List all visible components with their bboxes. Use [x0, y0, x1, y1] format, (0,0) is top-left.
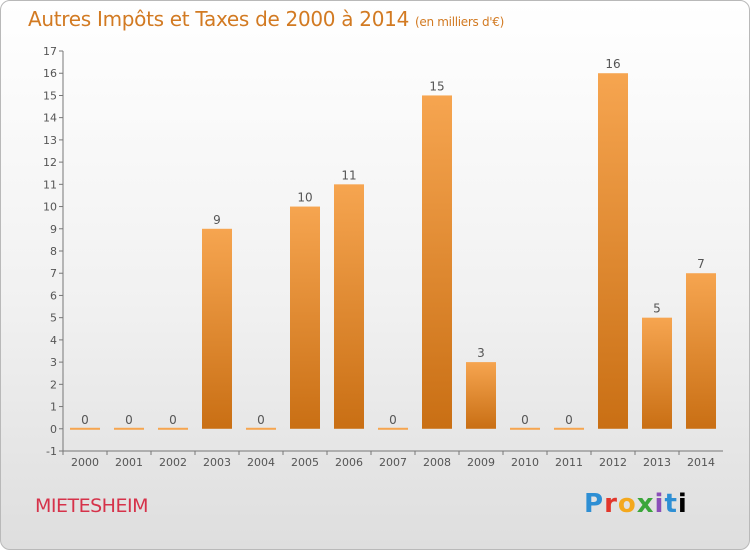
bar-2006 [334, 184, 364, 429]
bar-2009 [466, 362, 496, 429]
data-label: 10 [297, 191, 312, 205]
bar-2005 [290, 206, 320, 429]
y-tick-label: 8 [50, 245, 57, 258]
bar-2012 [598, 73, 628, 429]
x-tick-label: 2010 [511, 456, 539, 469]
x-tick-label: 2013 [643, 456, 671, 469]
data-label: 0 [389, 413, 397, 427]
y-tick-label: 5 [50, 312, 57, 325]
bar-2013 [642, 317, 672, 429]
data-label: 9 [213, 213, 221, 227]
data-label: 0 [565, 413, 573, 427]
proxiti-logo: Proxiti [584, 489, 688, 519]
y-tick-label: 1 [50, 401, 57, 414]
y-tick-label: 11 [43, 178, 57, 191]
x-tick-label: 2005 [291, 456, 319, 469]
data-label: 16 [605, 57, 620, 71]
data-label: 0 [521, 413, 529, 427]
chart-title: Autres Impôts et Taxes de 2000 à 2014 (en… [28, 7, 504, 31]
bar-2014 [686, 273, 716, 429]
logo-letter: i [677, 489, 688, 519]
commune-name: MIETESHEIM [35, 495, 148, 517]
logo-letter: x [636, 489, 655, 519]
data-label: 0 [169, 413, 177, 427]
y-tick-label: 14 [43, 112, 57, 125]
bar-2011 [554, 427, 584, 430]
y-tick-label: 6 [50, 289, 57, 302]
x-tick-label: 2014 [687, 456, 715, 469]
data-label: 3 [477, 346, 485, 360]
x-tick-label: 2009 [467, 456, 495, 469]
y-tick-label: 0 [50, 423, 57, 436]
logo-letter: P [584, 489, 605, 519]
y-tick-label: 3 [50, 356, 57, 369]
y-tick-label: 12 [43, 156, 57, 169]
bar-2010 [510, 427, 540, 430]
chart-title-text: Autres Impôts et Taxes de 2000 à 2014 [28, 7, 409, 31]
data-label: 15 [429, 79, 444, 93]
bar-2002 [158, 427, 188, 430]
data-label: 0 [81, 413, 89, 427]
x-tick-label: 2007 [379, 456, 407, 469]
x-tick-label: 2008 [423, 456, 451, 469]
y-tick-label: 13 [43, 134, 57, 147]
x-tick-label: 2004 [247, 456, 275, 469]
x-tick-label: 2002 [159, 456, 187, 469]
bar-2001 [114, 427, 144, 430]
logo-letter: o [617, 489, 637, 519]
data-label: 11 [341, 168, 356, 182]
data-label: 5 [653, 302, 661, 316]
x-tick-label: 2000 [71, 456, 99, 469]
bar-2004 [246, 427, 276, 430]
chart-unit: (en milliers d'€) [415, 15, 505, 29]
y-tick-label: 15 [43, 89, 57, 102]
data-label: 0 [125, 413, 133, 427]
y-tick-label: 16 [43, 67, 57, 80]
logo-letter: t [664, 489, 678, 519]
y-tick-label: 4 [50, 334, 57, 347]
x-tick-label: 2006 [335, 456, 363, 469]
bar-2008 [422, 95, 452, 429]
x-tick-label: 2011 [555, 456, 583, 469]
y-tick-label: 9 [50, 223, 57, 236]
y-tick-label: -1 [46, 445, 57, 458]
logo-letter: r [604, 489, 618, 519]
data-label: 7 [697, 257, 705, 271]
y-tick-label: 2 [50, 378, 57, 391]
data-label: 0 [257, 413, 265, 427]
bar-2007 [378, 427, 408, 430]
y-tick-label: 7 [50, 267, 57, 280]
x-tick-label: 2001 [115, 456, 143, 469]
x-tick-label: 2012 [599, 456, 627, 469]
bar-2000 [70, 427, 100, 430]
y-tick-label: 10 [43, 201, 57, 214]
x-tick-label: 2003 [203, 456, 231, 469]
y-tick-label: 17 [43, 45, 57, 58]
logo-letter: i [654, 489, 665, 519]
bar-2003 [202, 228, 232, 429]
